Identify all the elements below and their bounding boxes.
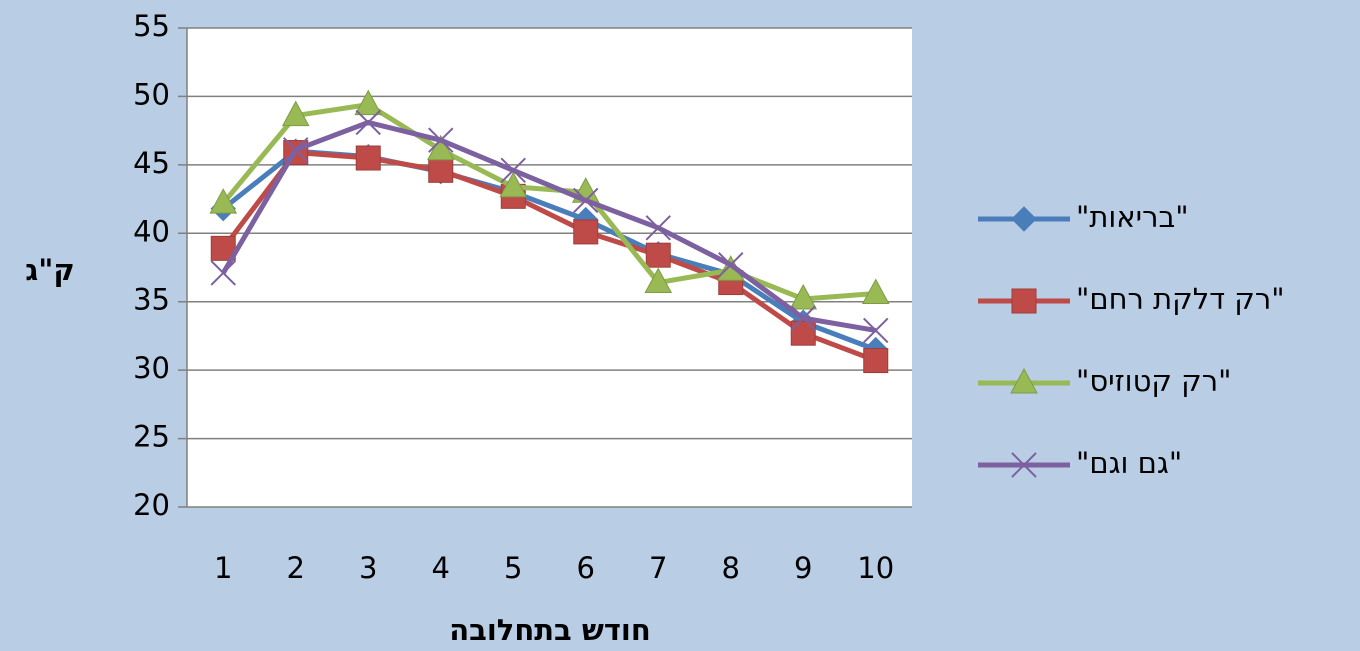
marker: [428, 127, 454, 153]
y-tick-label: 45: [133, 146, 170, 180]
marker: [644, 267, 673, 294]
y-axis-title: ק"ג: [25, 253, 74, 287]
x-tick-label: 3: [359, 551, 377, 585]
series-line: [221, 119, 877, 333]
marker: [499, 171, 528, 198]
y-tick-label: 55: [133, 9, 170, 43]
marker: [428, 157, 454, 183]
legend-marker: [1010, 367, 1038, 394]
legend-marker: [1011, 452, 1037, 478]
x-tick-label: 7: [649, 551, 667, 585]
marker: [789, 283, 818, 310]
legend-label: "גם וגם": [1076, 446, 1182, 480]
marker: [718, 252, 744, 278]
marker: [355, 145, 381, 171]
x-tick-label: 9: [794, 551, 812, 585]
y-tick-label: 25: [133, 420, 170, 454]
marker: [573, 219, 599, 245]
marker: [283, 137, 309, 163]
series-line: [221, 102, 876, 302]
marker: [790, 305, 816, 331]
y-tick-label: 50: [133, 77, 170, 111]
marker: [863, 317, 889, 344]
marker: [645, 215, 671, 241]
y-tick-label: 35: [133, 283, 170, 317]
marker: [355, 109, 381, 136]
marker: [863, 348, 889, 374]
legend-marker: [1011, 288, 1037, 314]
legend-label: "בריאות": [1076, 200, 1189, 234]
x-tick-label: 1: [214, 551, 232, 585]
x-axis-title: חודש בתחלובה: [449, 613, 651, 647]
marker: [573, 187, 599, 214]
x-tick-label: 8: [722, 551, 740, 585]
x-tick-label: 6: [577, 551, 595, 585]
legend-marker: [1011, 206, 1037, 232]
legend-label: "רק קטוזיס": [1076, 364, 1231, 398]
marker: [645, 242, 671, 268]
marker: [500, 157, 526, 184]
x-tick-label: 4: [432, 551, 450, 585]
marker: [790, 320, 816, 346]
x-tick-label: 2: [287, 551, 305, 585]
y-tick-label: 40: [133, 214, 170, 248]
series-line: [221, 150, 877, 363]
marker: [281, 100, 310, 127]
marker: [861, 278, 890, 305]
x-tick-label: 5: [504, 551, 522, 585]
y-tick-label: 30: [133, 351, 170, 385]
plot-area: [187, 28, 912, 507]
x-tick-label: 10: [857, 551, 894, 585]
legend-label: "רק דלקת רחם": [1076, 282, 1285, 316]
marker: [209, 188, 238, 214]
marker: [354, 89, 383, 116]
y-tick-label: 20: [133, 488, 170, 522]
marker: [210, 260, 236, 286]
